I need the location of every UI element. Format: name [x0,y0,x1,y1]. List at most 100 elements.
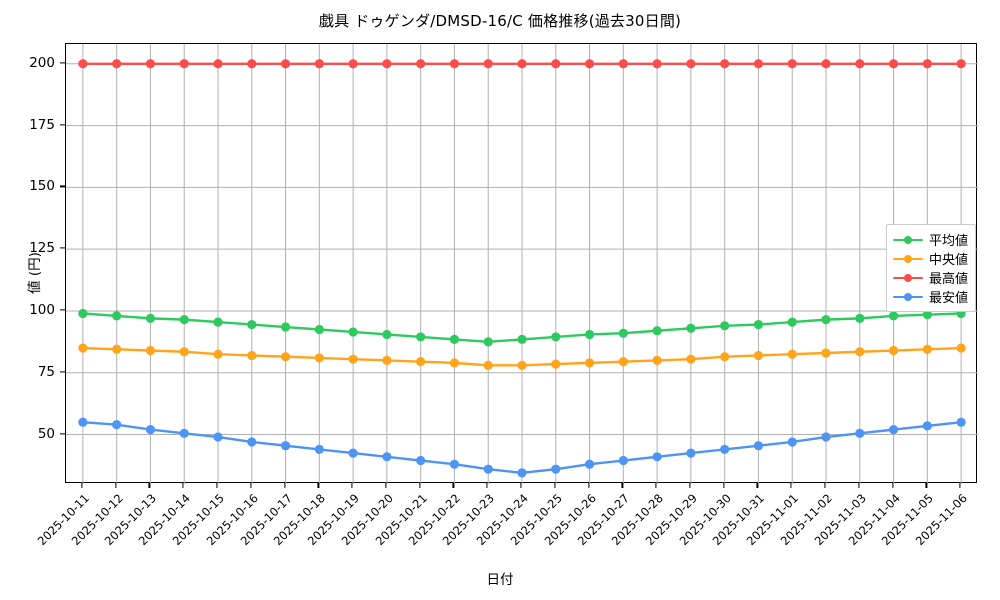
data-point-marker [517,59,527,69]
data-point-marker [78,343,88,353]
x-tick-mark [250,483,252,488]
data-point-marker [382,355,392,366]
data-point-marker [855,313,865,323]
data-point-marker [247,59,257,69]
x-tick-mark [486,483,488,488]
x-tick-mark [723,483,725,488]
x-tick-mark [621,483,623,488]
x-tick-mark [554,483,556,488]
x-tick-mark [790,483,792,488]
y-tick-mark [60,309,65,311]
series-lines [78,59,966,478]
x-tick-mark [317,483,319,488]
data-point-marker [78,59,88,69]
data-point-marker [483,464,493,474]
data-point-marker [348,327,358,337]
data-point-marker [213,317,223,327]
data-point-marker [888,311,899,321]
x-tick-mark [858,483,860,488]
data-point-marker [449,334,460,344]
data-point-marker [213,59,223,69]
data-point-marker [753,441,764,451]
data-point-marker [78,417,88,427]
data-point-marker [348,354,358,364]
data-point-marker [213,432,223,442]
data-point-marker [112,344,122,354]
legend-item[interactable]: 平均値 [893,230,968,249]
y-tick-mark [60,371,65,373]
legend-label: 最高値 [929,272,969,287]
legend-label: 平均値 [929,234,969,249]
x-tick-mark [452,483,455,488]
x-tick-mark [891,483,894,488]
data-point-marker [720,444,730,454]
data-point-marker [821,432,831,442]
data-point-marker [753,319,764,330]
data-point-marker [584,59,595,69]
x-tick-mark [824,483,826,488]
legend-item[interactable]: 最安値 [893,287,968,306]
data-point-marker [956,417,966,427]
data-point-marker [179,59,189,69]
data-point-marker [517,468,527,478]
legend-item[interactable]: 最高値 [893,268,968,287]
data-point-marker [584,329,595,340]
data-point-marker [753,350,764,361]
data-point-marker [956,343,966,353]
x-tick-mark [148,483,151,488]
data-point-marker [551,464,561,474]
data-point-marker [112,311,122,321]
chart-legend: 平均値中央値最高値 最安値 [886,224,977,312]
data-point-marker [179,347,189,357]
x-tick-mark [351,483,353,488]
legend-item[interactable]: 中央値 [893,249,968,268]
data-point-marker [280,59,291,69]
data-point-marker [483,59,493,69]
data-point-marker [179,315,189,325]
y-tick-mark [60,185,65,187]
data-point-marker [382,329,392,340]
data-point-marker [145,313,156,323]
data-point-marker [314,353,324,363]
legend-label: 中央値 [929,253,969,268]
data-point-marker [348,59,358,69]
data-point-marker [449,459,460,469]
plot-area [65,43,978,484]
data-point-marker [652,355,662,366]
data-point-marker [416,59,426,69]
data-point-marker [922,310,932,320]
y-tick-label: 175 [29,116,55,133]
data-point-marker [720,59,730,69]
y-tick-mark [60,247,65,249]
data-point-marker [314,59,324,69]
data-point-marker [247,319,257,330]
x-tick-mark [419,483,421,488]
x-tick-mark [587,483,590,488]
data-point-marker [922,59,932,69]
x-tick-mark [283,483,286,488]
data-point-marker [618,328,628,338]
y-tick-mark [60,123,65,126]
x-tick-mark [216,483,218,488]
data-point-marker [145,425,156,435]
data-point-marker [922,421,932,431]
y-tick-label: 50 [37,425,55,442]
x-tick-mark [655,483,657,488]
y-tick-mark [60,62,65,64]
data-point-marker [584,459,595,469]
data-point-marker [821,315,831,325]
data-point-marker [618,357,628,367]
x-tick-mark [385,483,387,488]
y-tick-mark [60,432,65,435]
data-point-marker [517,334,527,344]
x-tick-mark [925,483,927,488]
data-point-marker [787,437,797,447]
legend-swatch-icon [893,253,923,265]
data-point-marker [348,448,358,458]
data-point-marker [145,345,156,356]
legend-swatch-icon [893,272,923,284]
data-point-marker [652,59,662,69]
data-point-marker [449,358,460,368]
data-point-marker [888,425,899,435]
